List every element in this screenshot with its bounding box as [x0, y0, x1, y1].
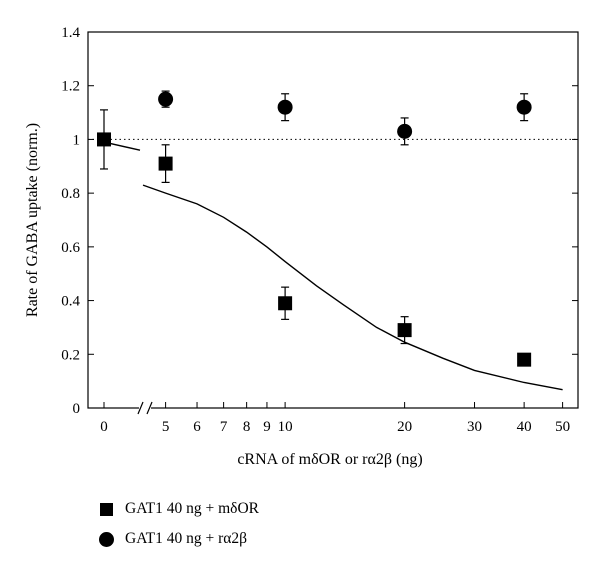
- axis-break-mark: [137, 401, 144, 415]
- data-point-square: [517, 352, 532, 367]
- data-point-square: [97, 132, 111, 147]
- data-point-circle: [397, 123, 413, 139]
- square-marker-icon: [95, 502, 117, 516]
- y-tick-label: 0.2: [61, 347, 80, 363]
- x-tick-label: 7: [220, 419, 228, 435]
- legend: GAT1 40 ng + mδOR GAT1 40 ng + rα2β: [95, 494, 259, 554]
- y-tick-label: 1.2: [61, 79, 80, 95]
- axis-break-mark: [146, 401, 153, 415]
- plot-frame: [87, 31, 579, 415]
- y-tick-label: 0.8: [61, 186, 80, 202]
- x-tick-label: 5: [162, 419, 170, 435]
- y-tick-label: 1.4: [61, 25, 80, 41]
- data-point-square: [158, 156, 173, 171]
- fit-curve: [103, 141, 563, 391]
- x-tick-label: 30: [467, 419, 482, 435]
- x-tick-label: 20: [397, 419, 412, 435]
- y-tick-label: 0: [73, 401, 81, 417]
- x-tick-label: 50: [555, 419, 570, 435]
- plot-border: [87, 31, 579, 409]
- y-tick-label: 1: [73, 132, 81, 148]
- fit-curve-segment: [142, 184, 563, 391]
- y-tick-label: 0.4: [61, 294, 80, 310]
- x-tick-label: 10: [278, 419, 293, 435]
- chart: 0 0.2 0.4 0.6 0.8 1 1.2 1.4 0 5 6 7 8 9 10 20 30 40 50 Rat…: [24, 25, 579, 468]
- data-marks: [97, 90, 532, 367]
- legend-label: GAT1 40 ng + rα2β: [125, 530, 248, 547]
- data-point-circle: [158, 91, 174, 107]
- circle-marker-icon: [95, 531, 117, 547]
- legend-label: GAT1 40 ng + mδOR: [125, 500, 260, 517]
- data-point-square: [397, 323, 412, 338]
- y-axis-title: Rate of GABA uptake (norm.): [24, 123, 41, 317]
- x-axis-title: cRNA of mδOR or rα2β (ng): [237, 451, 422, 468]
- y-tick-label: 0.6: [61, 240, 80, 256]
- x-tick-label: 8: [243, 419, 251, 435]
- x-tick-label: 6: [193, 419, 201, 435]
- legend-item-mdor: GAT1 40 ng + mδOR: [95, 494, 259, 524]
- data-point-square: [278, 296, 293, 311]
- x-tick-label: 40: [517, 419, 532, 435]
- x-tick-label: 0: [100, 419, 108, 435]
- legend-item-ra2b: GAT1 40 ng + rα2β: [95, 524, 259, 554]
- axis-ticks: 0 0.2 0.4 0.6 0.8 1 1.2 1.4 0 5 6 7 8 9 10 20 30 40 50: [61, 25, 578, 435]
- data-point-circle: [277, 99, 293, 115]
- x-tick-label: 9: [263, 419, 271, 435]
- data-point-circle: [516, 99, 532, 115]
